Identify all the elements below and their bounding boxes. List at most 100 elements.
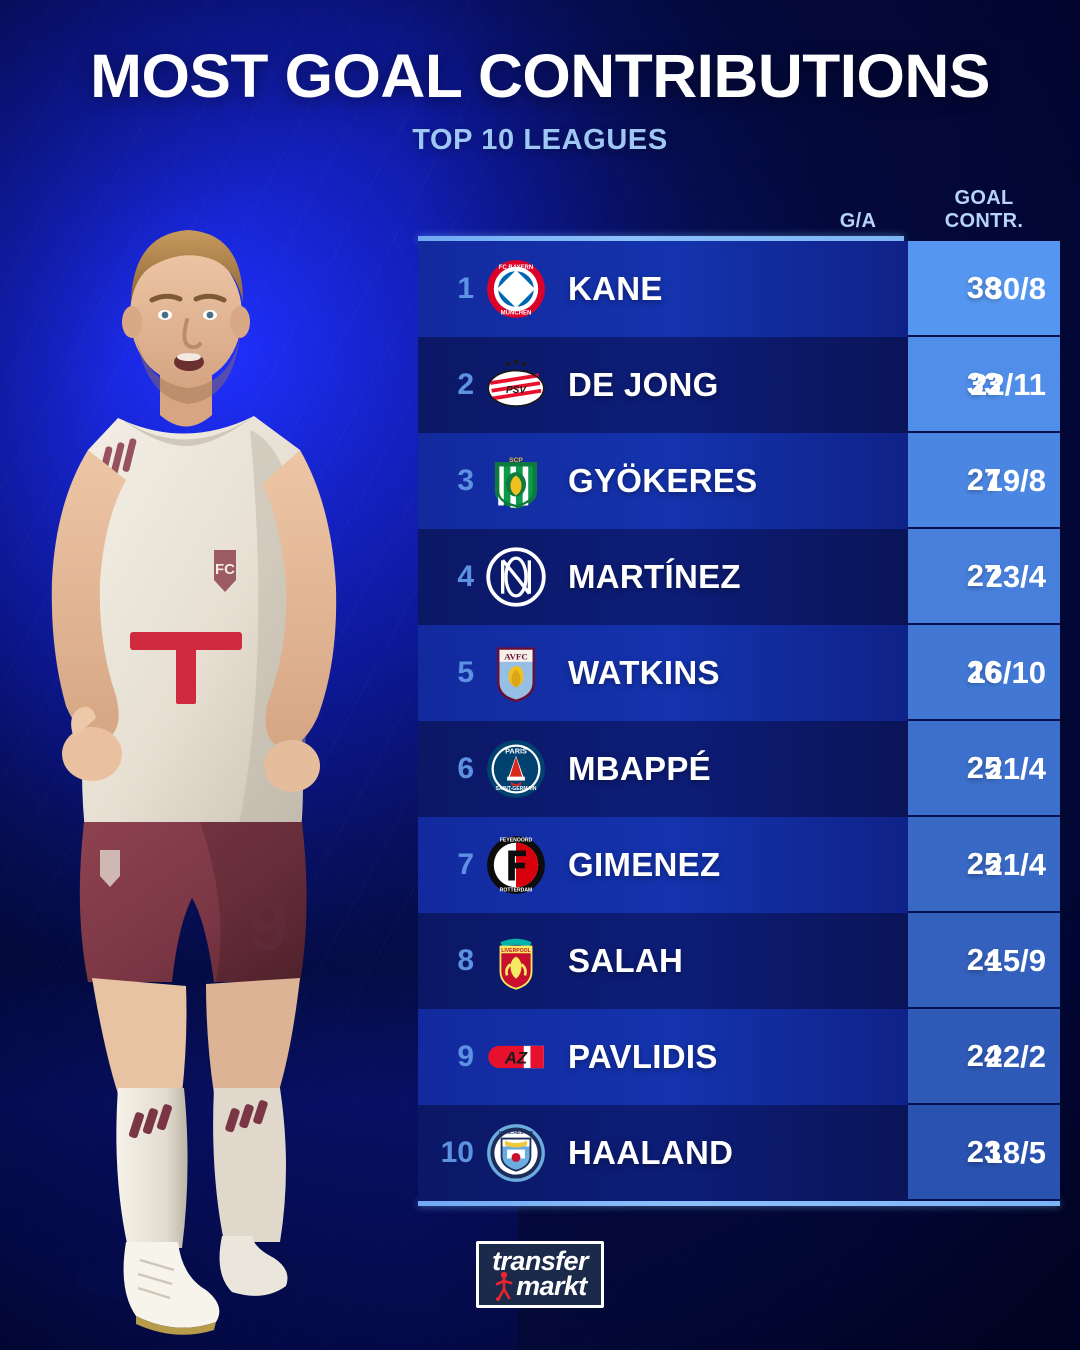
table-row[interactable]: 4 MARTÍNEZ 23/4 27 <box>418 529 1060 625</box>
table-row[interactable]: 2 PSV DE JONG 22/11 33 <box>418 337 1060 433</box>
row-rank: 10 <box>440 1136 474 1169</box>
svg-text:LIVERPOOL: LIVERPOOL <box>501 948 531 954</box>
row-rank: 8 <box>457 944 474 977</box>
row-rank: 9 <box>457 1040 474 1073</box>
inter-milan-crest <box>486 547 546 607</box>
row-goal-contributions: 26 <box>908 625 1060 721</box>
row-goal-contributions: 27 <box>908 529 1060 625</box>
svg-text:MANCHESTER: MANCHESTER <box>499 1130 534 1136</box>
svg-text:PARIS: PARIS <box>505 746 527 755</box>
row-goals-assists: 30/8 <box>985 271 1046 306</box>
logo-player-figure-icon <box>495 1271 513 1301</box>
aston-villa-crest: AVFC <box>486 646 546 703</box>
psv-eindhoven-crest: PSV <box>486 358 546 412</box>
row-player-name: PAVLIDIS <box>568 1038 718 1075</box>
svg-text:FC BAYERN: FC BAYERN <box>499 265 533 271</box>
table-row[interactable]: 9 AZ PAVLIDIS 22/2 24 <box>418 1009 1060 1105</box>
row-goals-assists: 15/9 <box>985 943 1046 978</box>
row-goals-assists: 18/5 <box>985 1135 1046 1170</box>
table-column-headers: G/A GOAL CONTR. <box>418 170 1060 236</box>
row-player-name: MBAPPÉ <box>568 750 711 787</box>
table-body: 1 FC BAYERN MÜNCHEN KANE 30/8 38 2 PSV DE J… <box>418 241 1060 1201</box>
feyenoord-crest: FEYENOORD ROTTERDAM <box>486 836 546 894</box>
row-goals-assists: 16/10 <box>968 655 1046 690</box>
row-goals-assists: 23/4 <box>985 559 1046 594</box>
svg-text:PSV: PSV <box>506 385 527 396</box>
aston-villa-crest: AVFC <box>497 647 535 703</box>
logo-inner: transfer markt <box>479 1244 601 1305</box>
row-goal-contributions: 25 <box>908 721 1060 817</box>
column-header-goal-contr-line2: CONTR. <box>944 209 1024 232</box>
liverpool-crest: LIVERPOOL <box>486 934 546 990</box>
row-goals-assists: 21/4 <box>985 847 1046 882</box>
row-rank: 6 <box>457 752 474 785</box>
svg-text:CITY: CITY <box>510 1175 523 1181</box>
header: MOST GOAL CONTRIBUTIONS TOP 10 LEAGUES <box>0 0 1080 157</box>
table-row[interactable]: 6 PARIS SAINT-GERMAIN MBAPPÉ 21/4 25 <box>418 721 1060 817</box>
row-player-name: WATKINS <box>568 654 720 691</box>
row-goals-assists: 19/8 <box>985 463 1046 498</box>
logo-frame: transfer markt <box>476 1241 604 1308</box>
table-row[interactable]: 7 FEYENOORD ROTTERDAM GIMENEZ 21/4 25 <box>418 817 1060 913</box>
row-rank: 2 <box>457 368 474 401</box>
bayern-munich-crest: FC BAYERN MÜNCHEN <box>487 260 545 318</box>
row-rank: 5 <box>457 656 474 689</box>
sporting-cp-crest: SCP <box>486 454 546 509</box>
svg-text:FC: FC <box>215 561 235 578</box>
manchester-city-crest: MANCHESTER CITY <box>486 1124 546 1182</box>
row-goal-contributions: 24 <box>908 913 1060 1009</box>
table-row[interactable]: 10 MANCHESTER CITY HAALAND 18/5 23 <box>418 1105 1060 1201</box>
sporting-cp-crest: SCP <box>494 457 538 509</box>
row-player-name: KANE <box>568 270 663 307</box>
svg-text:MÜNCHEN: MÜNCHEN <box>501 310 532 317</box>
row-background <box>418 529 908 625</box>
ranking-table: G/A GOAL CONTR. 1 FC BAYERN MÜNCHEN KANE… <box>418 170 1060 1206</box>
row-player-name: GYÖKERES <box>568 462 758 499</box>
row-player-name: HAALAND <box>568 1134 734 1171</box>
svg-text:AVFC: AVFC <box>504 652 528 662</box>
az-alkmaar-crest: AZ <box>486 1030 546 1084</box>
row-goal-contributions: 27 <box>908 433 1060 529</box>
column-header-goal-contributions: GOAL CONTR. <box>908 187 1060 232</box>
row-goal-contributions: 38 <box>908 241 1060 337</box>
table-row[interactable]: 3 SCP GYÖKERES 19/8 27 <box>418 433 1060 529</box>
table-row[interactable]: 5 AVFC WATKINS 16/10 26 <box>418 625 1060 721</box>
svg-text:FEYENOORD: FEYENOORD <box>500 838 533 844</box>
psg-crest: PARIS SAINT-GERMAIN <box>486 740 546 798</box>
row-player-name: GIMENEZ <box>568 846 721 883</box>
svg-text:SAINT-GERMAIN: SAINT-GERMAIN <box>496 786 537 792</box>
svg-text:9: 9 <box>248 886 288 966</box>
liverpool-crest: LIVERPOOL <box>499 938 533 990</box>
player-photo-harry-kane: FC 9 <box>0 150 420 1350</box>
transfermarkt-logo: transfer markt <box>0 1241 1080 1308</box>
column-header-ga: G/A <box>839 209 877 232</box>
manchester-city-crest: MANCHESTER CITY <box>487 1124 545 1182</box>
row-rank: 3 <box>457 464 474 497</box>
page-subtitle: TOP 10 LEAGUES <box>412 124 668 156</box>
row-player-name: DE JONG <box>568 366 719 403</box>
row-goals-assists: 22/11 <box>970 367 1046 402</box>
row-rank: 7 <box>457 848 474 881</box>
row-goals-assists: 22/2 <box>985 1039 1046 1074</box>
logo-word-transfer: transfer <box>492 1246 588 1277</box>
table-top-divider <box>418 236 904 241</box>
row-rank: 4 <box>457 560 474 593</box>
logo-word-markt: markt <box>516 1271 587 1302</box>
row-rank: 1 <box>457 272 474 305</box>
table-row[interactable]: 1 FC BAYERN MÜNCHEN KANE 30/8 38 <box>418 241 1060 337</box>
psg-crest: PARIS SAINT-GERMAIN <box>487 740 545 798</box>
az-alkmaar-crest: AZ <box>488 1045 544 1069</box>
psv-eindhoven-crest: PSV <box>487 359 545 407</box>
feyenoord-crest: FEYENOORD ROTTERDAM <box>487 836 545 894</box>
row-goal-contributions: 24 <box>908 1009 1060 1105</box>
row-goal-contributions: 25 <box>908 817 1060 913</box>
svg-text:SCP: SCP <box>509 457 523 464</box>
svg-text:ROTTERDAM: ROTTERDAM <box>500 888 533 894</box>
row-player-name: SALAH <box>568 942 684 979</box>
row-goal-contributions: 23 <box>908 1105 1060 1201</box>
row-player-name: MARTÍNEZ <box>568 558 741 595</box>
table-bottom-divider <box>418 1201 1060 1206</box>
svg-text:AZ: AZ <box>504 1049 528 1068</box>
table-row[interactable]: 8 LIVERPOOL SALAH 15/9 24 <box>418 913 1060 1009</box>
row-goals-assists: 21/4 <box>985 751 1046 786</box>
